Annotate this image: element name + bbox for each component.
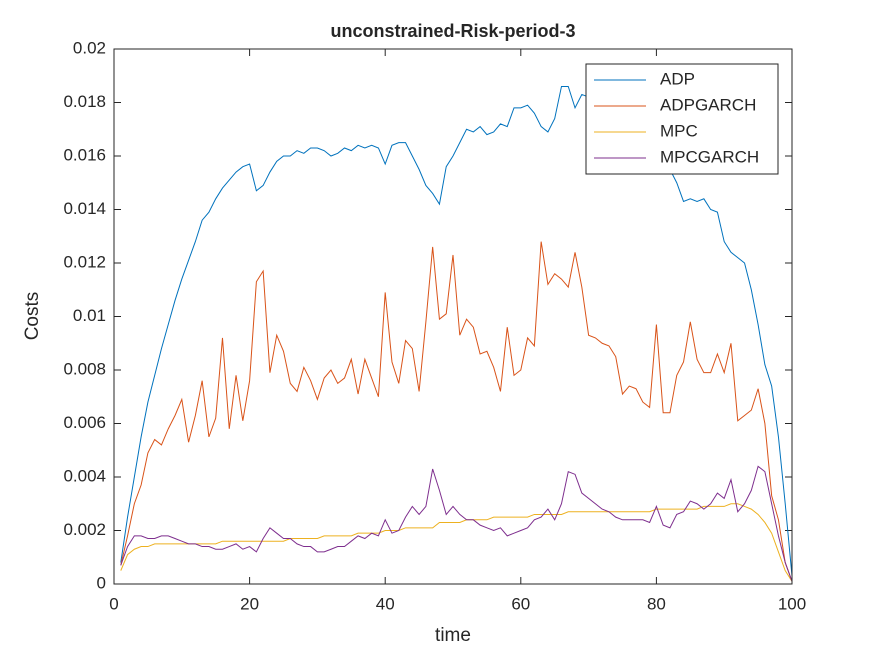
- x-tick-label: 40: [376, 594, 395, 613]
- y-tick-label: 0.014: [63, 199, 106, 218]
- x-tick-label: 0: [109, 594, 118, 613]
- legend-label: MPCGARCH: [660, 147, 759, 166]
- y-tick-label: 0.018: [63, 92, 106, 111]
- chart-title: unconstrained-Risk-period-3: [330, 21, 575, 41]
- legend: ADP ADPGARCH MPC MPCGARCH: [585, 63, 779, 175]
- y-tick-label: 0: [97, 573, 106, 592]
- y-tick-label: 0.02: [73, 38, 106, 57]
- y-tick-label: 0.016: [63, 145, 106, 164]
- legend-box: [585, 63, 779, 175]
- y-tick-label: 0.012: [63, 252, 106, 271]
- y-tick-label: 0.006: [63, 413, 106, 432]
- y-tick-label: 0.004: [63, 466, 106, 485]
- legend-label: MPC: [660, 121, 698, 140]
- legend-label: ADPGARCH: [660, 95, 756, 114]
- series-line: [120, 465, 793, 582]
- series-line: [120, 503, 793, 582]
- x-tick-label: 20: [240, 594, 259, 613]
- x-tick-label: 100: [778, 594, 806, 613]
- series-line: [120, 74, 793, 577]
- axes-box: [113, 48, 793, 585]
- y-tick-label: 0.002: [63, 520, 106, 539]
- series-line: [120, 241, 793, 582]
- x-tick-label: 80: [647, 594, 666, 613]
- x-axis-label: time: [435, 625, 471, 646]
- legend-label: ADP: [660, 69, 695, 88]
- y-tick-label: 0.008: [63, 359, 106, 378]
- y-axis-label: Costs: [22, 292, 43, 341]
- x-tick-label: 60: [511, 594, 530, 613]
- y-tick-label: 0.01: [73, 306, 106, 325]
